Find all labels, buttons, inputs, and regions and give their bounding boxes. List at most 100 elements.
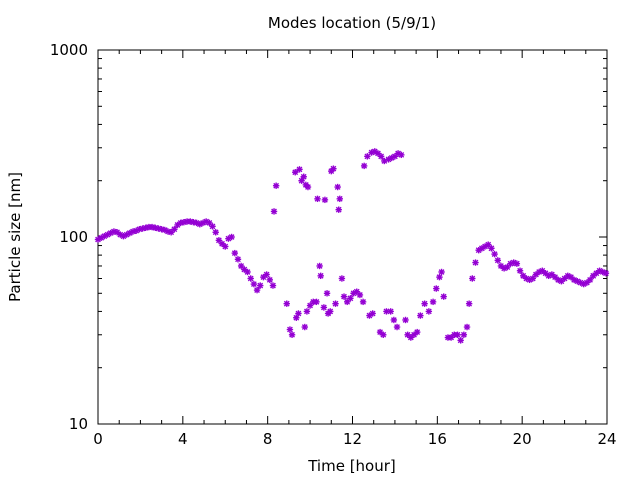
- data-point: [390, 316, 398, 324]
- data-point: [377, 153, 385, 160]
- x-axis-label: Time [hour]: [307, 457, 396, 475]
- data-point: [353, 288, 360, 295]
- y-tick-label: 1000: [50, 41, 88, 59]
- y-tick-label: 100: [59, 228, 88, 246]
- minor-ticks: [98, 50, 607, 424]
- data-point: [457, 337, 464, 344]
- data-point: [347, 295, 354, 302]
- data-point: [327, 308, 334, 315]
- data-point: [300, 173, 307, 180]
- x-tick-label: 16: [428, 430, 447, 448]
- x-tick-label: 8: [263, 430, 273, 448]
- tick-labels: 0 4 8 12 16 20 24 10 100 1000: [50, 41, 617, 448]
- data-point: [413, 328, 421, 336]
- data-point: [469, 275, 476, 282]
- data-point: [222, 243, 229, 250]
- data-point: [296, 166, 303, 173]
- data-point: [583, 279, 591, 286]
- data-point: [231, 249, 238, 257]
- data-point: [360, 162, 368, 170]
- data-point: [364, 153, 371, 160]
- data-point: [253, 286, 261, 294]
- data-point: [472, 259, 479, 266]
- data-point: [283, 300, 290, 307]
- data-point: [314, 195, 321, 203]
- data-point: [171, 226, 178, 233]
- data-point: [334, 183, 341, 191]
- data-point: [316, 262, 323, 270]
- data-point: [460, 331, 468, 338]
- y-axis-label: Particle size [nm]: [6, 172, 24, 302]
- data-point: [295, 310, 302, 317]
- data-point: [320, 304, 328, 311]
- y-tick-label: 10: [69, 415, 88, 433]
- data-point: [463, 323, 471, 331]
- data-point: [317, 272, 324, 280]
- data-point: [436, 273, 443, 281]
- data-point: [288, 331, 296, 338]
- plot-frame: [97, 49, 608, 425]
- data-point: [402, 316, 409, 324]
- data-point: [369, 310, 376, 317]
- data-point: [321, 196, 329, 204]
- major-ticks: [97, 49, 608, 425]
- chart-title: Modes location (5/9/1): [268, 14, 436, 32]
- data-point: [488, 245, 495, 252]
- data-point: [313, 298, 320, 306]
- data-point: [212, 229, 219, 236]
- data-point: [244, 268, 251, 276]
- data-point: [513, 260, 521, 267]
- data-point: [247, 275, 254, 282]
- data-point: [380, 331, 387, 338]
- data-point: [421, 300, 428, 307]
- data-point: [398, 151, 405, 159]
- data-point: [425, 308, 433, 315]
- data-point: [429, 298, 437, 306]
- data-point: [465, 300, 473, 307]
- data-point: [250, 280, 258, 288]
- x-tick-label: 0: [93, 430, 103, 448]
- data-point: [356, 291, 364, 299]
- data-point: [323, 290, 331, 297]
- data-point: [440, 293, 447, 300]
- data-point: [304, 183, 312, 191]
- data-point: [340, 293, 348, 300]
- data-point: [303, 308, 311, 315]
- data-point: [209, 223, 216, 230]
- data-point: [387, 308, 394, 315]
- data-point: [263, 271, 270, 278]
- x-tick-label: 24: [597, 430, 616, 448]
- data-point: [270, 208, 278, 215]
- data-point: [359, 298, 367, 306]
- data-point: [292, 169, 299, 176]
- data-point: [272, 182, 280, 189]
- data-point: [206, 219, 213, 227]
- x-tick-label: 20: [513, 430, 532, 448]
- data-point: [332, 300, 339, 307]
- x-tick-label: 4: [178, 430, 188, 448]
- data-point: [494, 257, 501, 264]
- data-point: [301, 323, 308, 331]
- data-point: [433, 285, 440, 292]
- data-point: [516, 267, 524, 274]
- data-point: [228, 233, 235, 241]
- data-point: [417, 312, 424, 319]
- data-point: [491, 250, 498, 258]
- data-point: [393, 323, 401, 331]
- data-point: [336, 195, 343, 203]
- data-point: [485, 241, 492, 248]
- x-tick-label: 12: [343, 430, 362, 448]
- data-point: [338, 275, 346, 282]
- data-point: [454, 331, 461, 338]
- data-point: [330, 165, 337, 172]
- data-point: [266, 276, 273, 284]
- data-point: [438, 268, 445, 276]
- data-point: [234, 256, 242, 263]
- data-point: [335, 206, 342, 213]
- data-point: [269, 282, 277, 289]
- data-point: [602, 270, 610, 277]
- data-points: [94, 148, 610, 344]
- data-point: [286, 326, 294, 333]
- data-point: [257, 282, 264, 289]
